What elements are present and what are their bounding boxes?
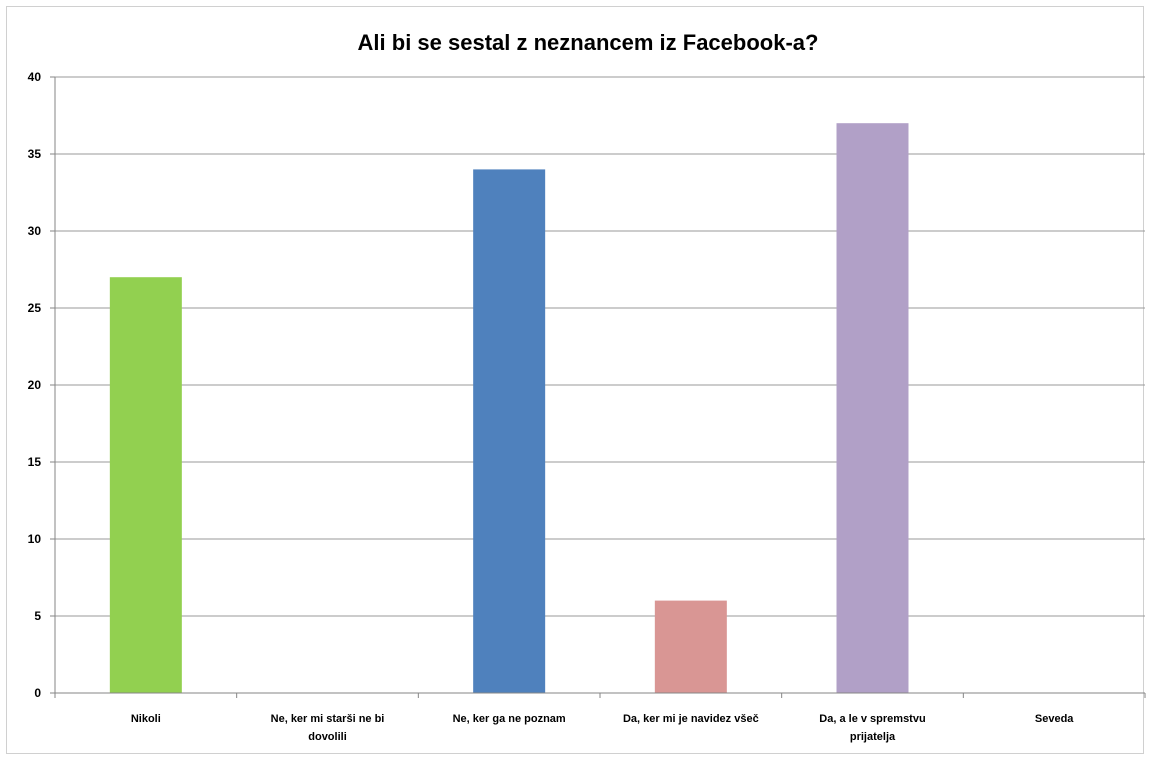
y-tick-label: 35: [28, 147, 42, 161]
y-axis: 0 5 10 15 20 25 30 35 40: [28, 70, 55, 700]
x-tick-label: Ne, ker ga ne poznam: [453, 713, 566, 725]
bar: [837, 123, 909, 693]
x-tick-label-line: dovolili: [308, 731, 347, 743]
bar: [655, 601, 727, 693]
x-tick-label: Nikoli: [131, 713, 161, 725]
x-axis: Nikoli Ne, ker mi starši ne bi dovoliliNe,…: [55, 693, 1145, 743]
bar: [473, 169, 545, 693]
y-tick-label: 30: [28, 224, 42, 238]
y-tick-label: 10: [28, 532, 42, 546]
x-tick-label-line: Ne, ker mi starši ne bi: [271, 713, 385, 725]
x-tick-label-line: prijatelja: [850, 731, 896, 743]
x-tick-label-line: Nikoli: [131, 713, 161, 725]
chart-title: Ali bi se sestal z neznancem iz Facebook…: [358, 30, 819, 55]
gridlines: [55, 77, 1145, 616]
y-tick-label: 20: [28, 378, 42, 392]
y-tick-label: 0: [34, 686, 41, 700]
x-tick-label: Da, ker mi je navidez všeč: [623, 713, 759, 725]
x-tick-label-line: Da, a le v spremstvu: [819, 713, 925, 725]
y-tick-label: 25: [28, 301, 42, 315]
y-tick-label: 40: [28, 70, 42, 84]
bars: [110, 123, 909, 693]
x-tick-label: Ne, ker mi starši ne bi dovolili: [271, 713, 385, 743]
x-tick-label-line: Da, ker mi je navidez všeč: [623, 713, 759, 725]
x-tick-label: Seveda: [1035, 713, 1074, 725]
x-tick-label-line: Seveda: [1035, 713, 1074, 725]
x-tick-label: Da, a le v spremstvu prijatelja: [819, 713, 925, 743]
x-tick-label-line: Ne, ker ga ne poznam: [453, 713, 566, 725]
bar: [110, 277, 182, 693]
y-tick-label: 15: [28, 455, 42, 469]
y-tick-label: 5: [34, 609, 41, 623]
